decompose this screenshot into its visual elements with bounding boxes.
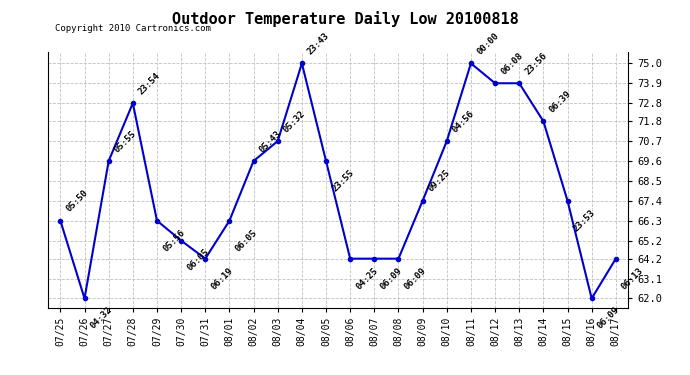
Text: 06:09: 06:09 <box>403 266 428 291</box>
Text: 04:25: 04:25 <box>355 266 380 291</box>
Text: 06:19: 06:19 <box>210 266 235 291</box>
Text: 23:43: 23:43 <box>306 31 331 56</box>
Text: 04:56: 04:56 <box>451 109 476 134</box>
Text: 09:25: 09:25 <box>427 168 452 194</box>
Text: 23:56: 23:56 <box>524 51 549 76</box>
Text: 06:05: 06:05 <box>234 228 259 253</box>
Text: Outdoor Temperature Daily Low 20100818: Outdoor Temperature Daily Low 20100818 <box>172 11 518 27</box>
Text: 04:32: 04:32 <box>89 305 114 331</box>
Text: 05:55: 05:55 <box>113 129 138 154</box>
Text: Copyright 2010 Cartronics.com: Copyright 2010 Cartronics.com <box>55 24 211 33</box>
Text: 05:56: 05:56 <box>161 228 186 253</box>
Text: 06:05: 06:05 <box>186 248 210 273</box>
Text: 23:54: 23:54 <box>137 71 162 96</box>
Text: 05:43: 05:43 <box>258 129 283 154</box>
Text: 06:09: 06:09 <box>596 305 621 331</box>
Text: 06:13: 06:13 <box>620 266 645 291</box>
Text: 05:50: 05:50 <box>65 188 90 214</box>
Text: 06:09: 06:09 <box>379 266 404 291</box>
Text: 00:00: 00:00 <box>475 31 500 56</box>
Text: 06:08: 06:08 <box>500 51 524 76</box>
Text: 06:39: 06:39 <box>548 89 573 114</box>
Text: 23:55: 23:55 <box>331 168 355 194</box>
Text: 05:32: 05:32 <box>282 109 307 134</box>
Text: 23:53: 23:53 <box>572 208 597 233</box>
